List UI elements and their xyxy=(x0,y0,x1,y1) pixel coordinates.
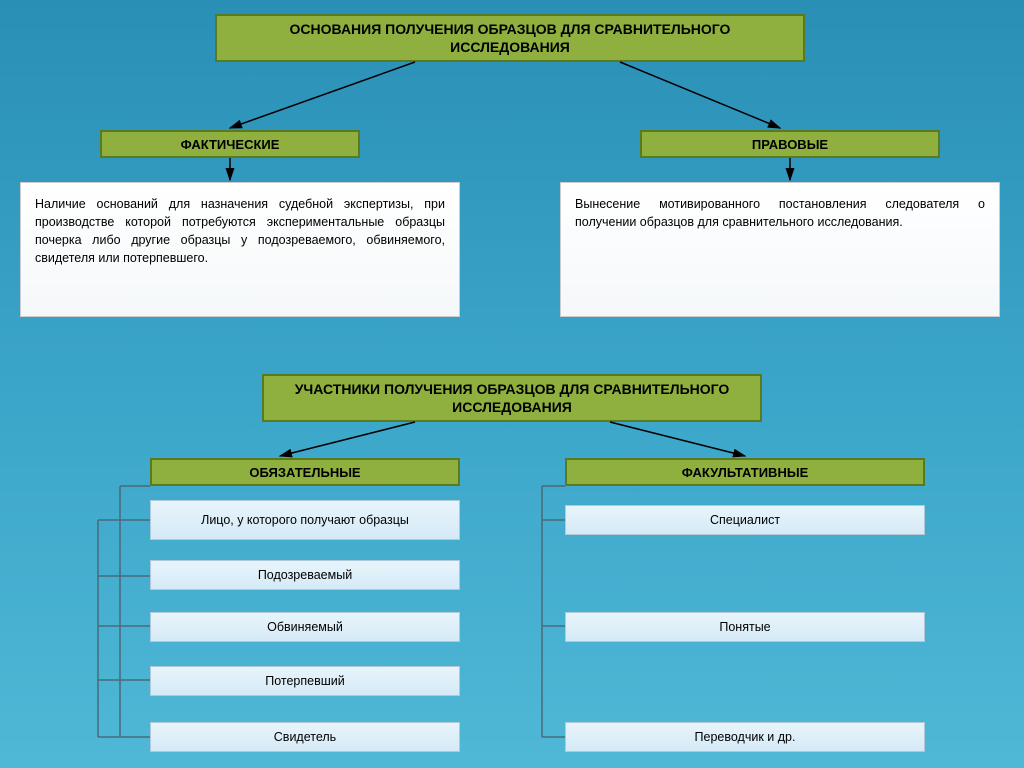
list-item: Понятые xyxy=(565,612,925,642)
top-right-text: Вынесение мотивированного постановления … xyxy=(575,197,985,229)
left-item-1: Подозреваемый xyxy=(258,568,352,583)
bottom-title: УЧАСТНИКИ ПОЛУЧЕНИЯ ОБРАЗЦОВ ДЛЯ СРАВНИТ… xyxy=(262,374,762,422)
left-item-2: Обвиняемый xyxy=(267,620,343,635)
right-item-1: Понятые xyxy=(719,620,770,635)
left-item-3: Потерпевший xyxy=(265,674,345,689)
top-title-text: ОСНОВАНИЯ ПОЛУЧЕНИЯ ОБРАЗЦОВ ДЛЯ СРАВНИТ… xyxy=(229,20,791,56)
right-item-2: Переводчик и др. xyxy=(695,730,796,745)
bottom-title-text: УЧАСТНИКИ ПОЛУЧЕНИЯ ОБРАЗЦОВ ДЛЯ СРАВНИТ… xyxy=(276,380,748,416)
right-item-0: Специалист xyxy=(710,513,780,528)
top-left-textbox: Наличие оснований для назначения судебно… xyxy=(20,182,460,317)
list-item: Обвиняемый xyxy=(150,612,460,642)
list-item: Свидетель xyxy=(150,722,460,752)
bottom-right-label-text: ФАКУЛЬТАТИВНЫЕ xyxy=(682,465,808,480)
list-item: Потерпевший xyxy=(150,666,460,696)
list-item: Переводчик и др. xyxy=(565,722,925,752)
top-right-label: ПРАВОВЫЕ xyxy=(640,130,940,158)
bottom-right-label: ФАКУЛЬТАТИВНЫЕ xyxy=(565,458,925,486)
top-left-label-text: ФАКТИЧЕСКИЕ xyxy=(181,137,280,152)
bottom-left-label-text: ОБЯЗАТЕЛЬНЫЕ xyxy=(249,465,360,480)
list-item: Подозреваемый xyxy=(150,560,460,590)
top-left-text: Наличие оснований для назначения судебно… xyxy=(35,197,445,265)
top-left-label: ФАКТИЧЕСКИЕ xyxy=(100,130,360,158)
top-right-label-text: ПРАВОВЫЕ xyxy=(752,137,828,152)
top-right-textbox: Вынесение мотивированного постановления … xyxy=(560,182,1000,317)
list-item: Лицо, у которого получают образцы xyxy=(150,500,460,540)
left-item-4: Свидетель xyxy=(274,730,336,745)
bottom-left-label: ОБЯЗАТЕЛЬНЫЕ xyxy=(150,458,460,486)
top-title: ОСНОВАНИЯ ПОЛУЧЕНИЯ ОБРАЗЦОВ ДЛЯ СРАВНИТ… xyxy=(215,14,805,62)
list-item: Специалист xyxy=(565,505,925,535)
left-item-0: Лицо, у которого получают образцы xyxy=(201,513,409,528)
